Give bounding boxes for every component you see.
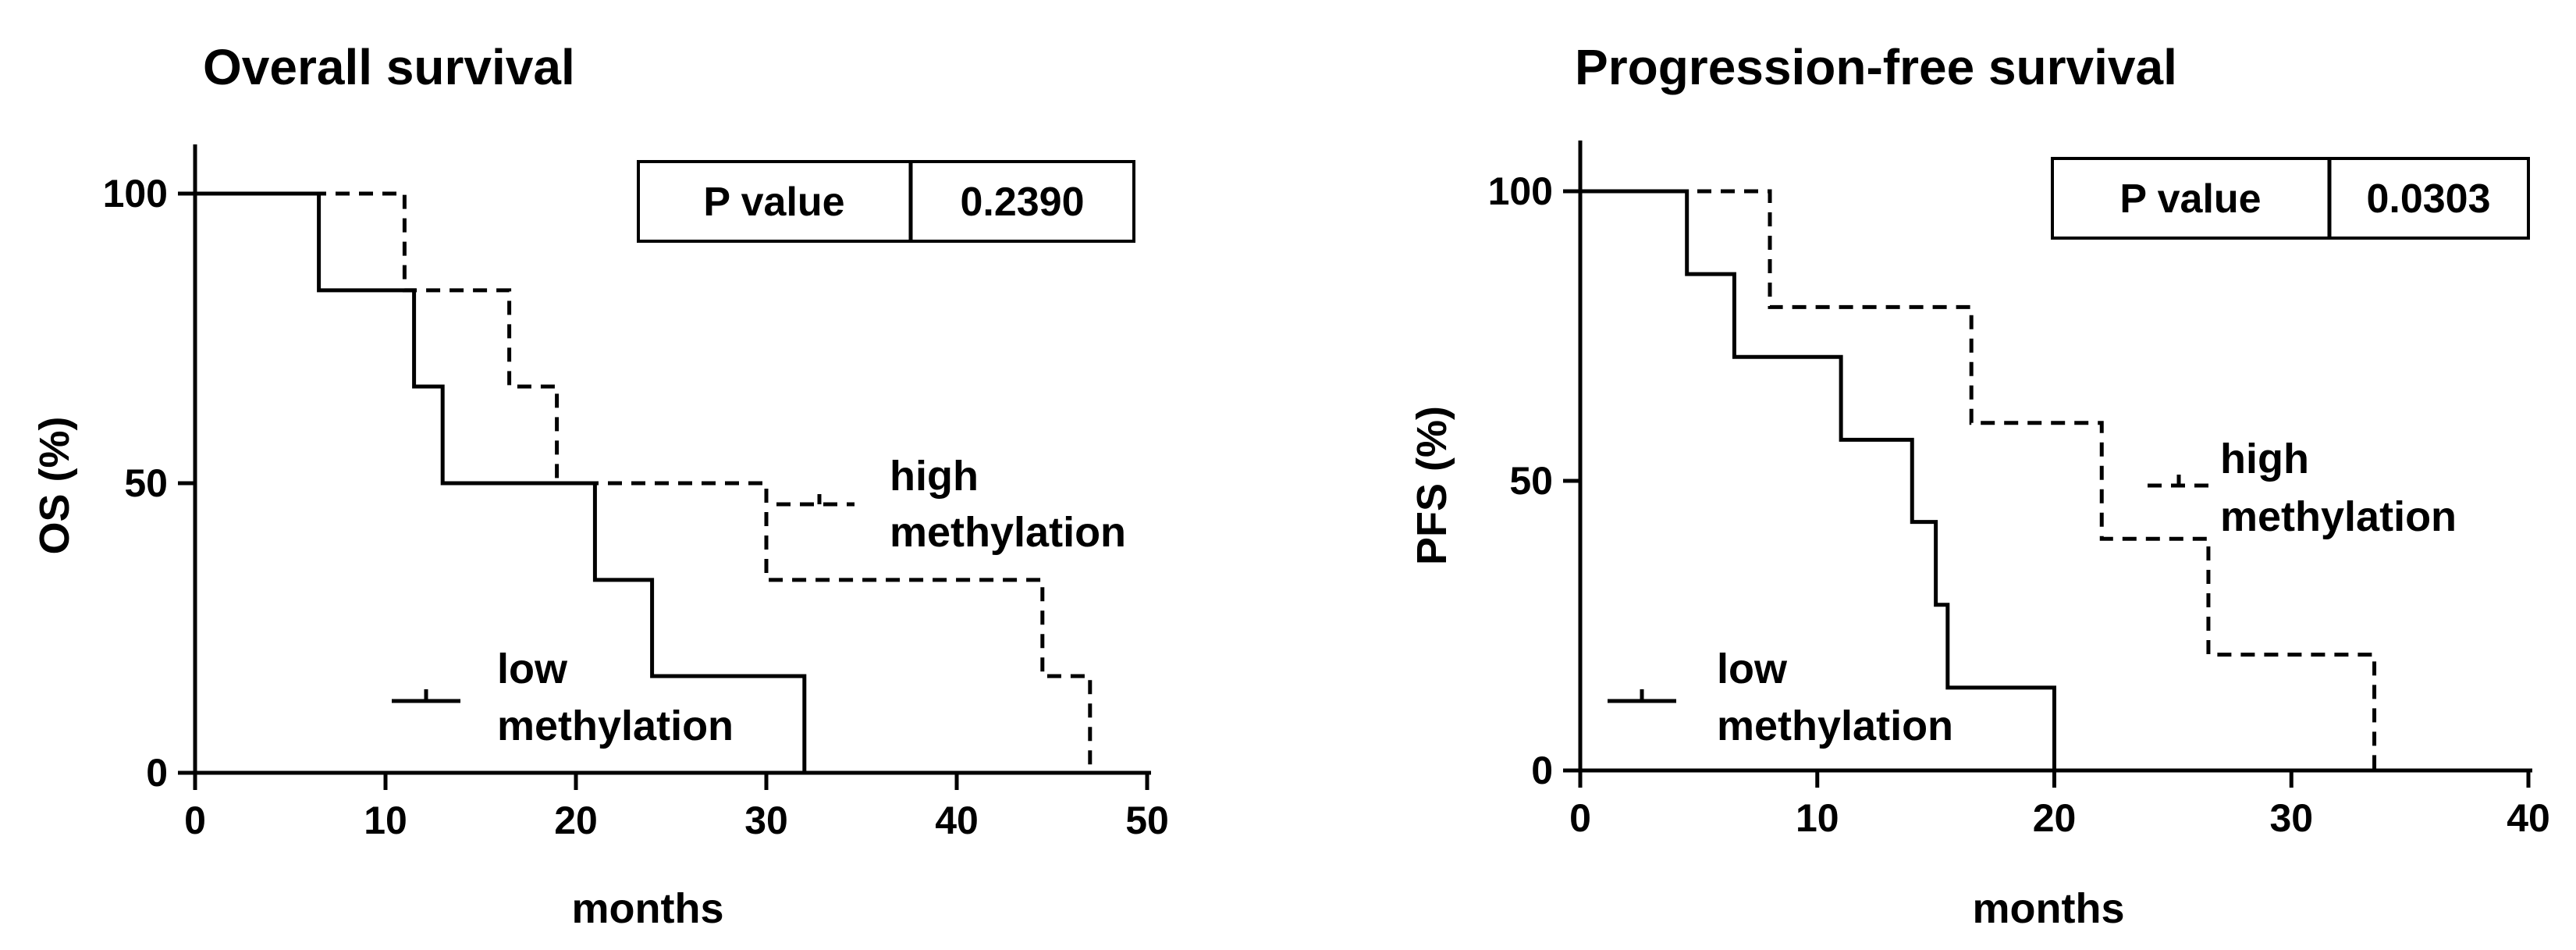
chart-title: Overall survival: [203, 39, 575, 95]
p-value: 0.2390: [960, 180, 1084, 225]
x-tick-label: 10: [364, 799, 407, 842]
axes: [193, 144, 1151, 775]
legend-label-low-line2: methylation: [497, 703, 734, 749]
legend-label-low-line1: low: [497, 646, 568, 692]
y-tick-label: 0: [146, 751, 168, 795]
pfs-panel: Progression-free survival PFS (%) months…: [1409, 39, 2550, 932]
legend-label-high-line2: methylation: [890, 509, 1126, 556]
high-methylation-curve: [195, 191, 1093, 773]
high-methylation-curve: [1580, 189, 2377, 770]
x-axis-title: months: [572, 885, 724, 932]
y-tick-label: 50: [1509, 459, 1553, 503]
p-value-label: P value: [2119, 176, 2261, 222]
tick-group: 0 10 20 30 40 50 0 50 100: [103, 172, 1169, 842]
y-tick-label: 50: [124, 461, 168, 505]
x-tick-label: 30: [744, 799, 788, 842]
legend-high: high methylation: [776, 453, 1126, 556]
low-methylation-curve: [195, 191, 807, 773]
y-tick-label: 0: [1531, 749, 1553, 792]
x-tick-label: 50: [1125, 799, 1169, 842]
p-value: 0.0303: [2366, 176, 2490, 222]
p-value-table: P value 0.2390: [637, 160, 1135, 243]
legend-label-low-line1: low: [1717, 646, 1788, 692]
chart-title: Progression-free survival: [1575, 39, 2177, 95]
legend-high: high methylation: [2148, 436, 2457, 540]
p-value-label: P value: [703, 180, 844, 225]
legend-low: low methylation: [1608, 646, 1953, 749]
y-axis-title: PFS (%): [1409, 406, 1455, 565]
x-tick-label: 20: [554, 799, 598, 842]
p-value-table: P value 0.0303: [2051, 157, 2530, 240]
y-tick-label: 100: [1488, 169, 1553, 213]
legend-label-high-line1: high: [890, 453, 979, 500]
x-tick-label: 20: [2033, 796, 2077, 840]
x-tick-label: 0: [1569, 796, 1591, 840]
x-tick-label: 10: [1796, 796, 1839, 840]
os-panel: Overall survival OS (%) months 0 10 20 30 40…: [31, 39, 1169, 932]
legend-low: low methylation: [392, 646, 734, 749]
x-tick-label: 40: [2507, 796, 2550, 840]
p-value-box: [2051, 157, 2530, 240]
survival-curves: [195, 191, 1093, 773]
legend-label-high-line2: methylation: [2220, 493, 2457, 540]
tick-group: 0 10 20 30 40 0 50 100: [1488, 169, 2550, 840]
x-axis-title: months: [1973, 885, 2125, 932]
x-tick-label: 30: [2269, 796, 2313, 840]
x-tick-label: 40: [935, 799, 979, 842]
x-tick-label: 0: [184, 799, 206, 842]
survival-curves: [1580, 189, 2377, 770]
low-methylation-curve: [1580, 189, 2056, 770]
p-value-box: [637, 160, 1135, 243]
y-tick-label: 100: [103, 172, 168, 215]
y-axis-title: OS (%): [31, 416, 78, 554]
legend-label-high-line1: high: [2220, 436, 2309, 482]
legend-label-low-line2: methylation: [1717, 703, 1953, 749]
